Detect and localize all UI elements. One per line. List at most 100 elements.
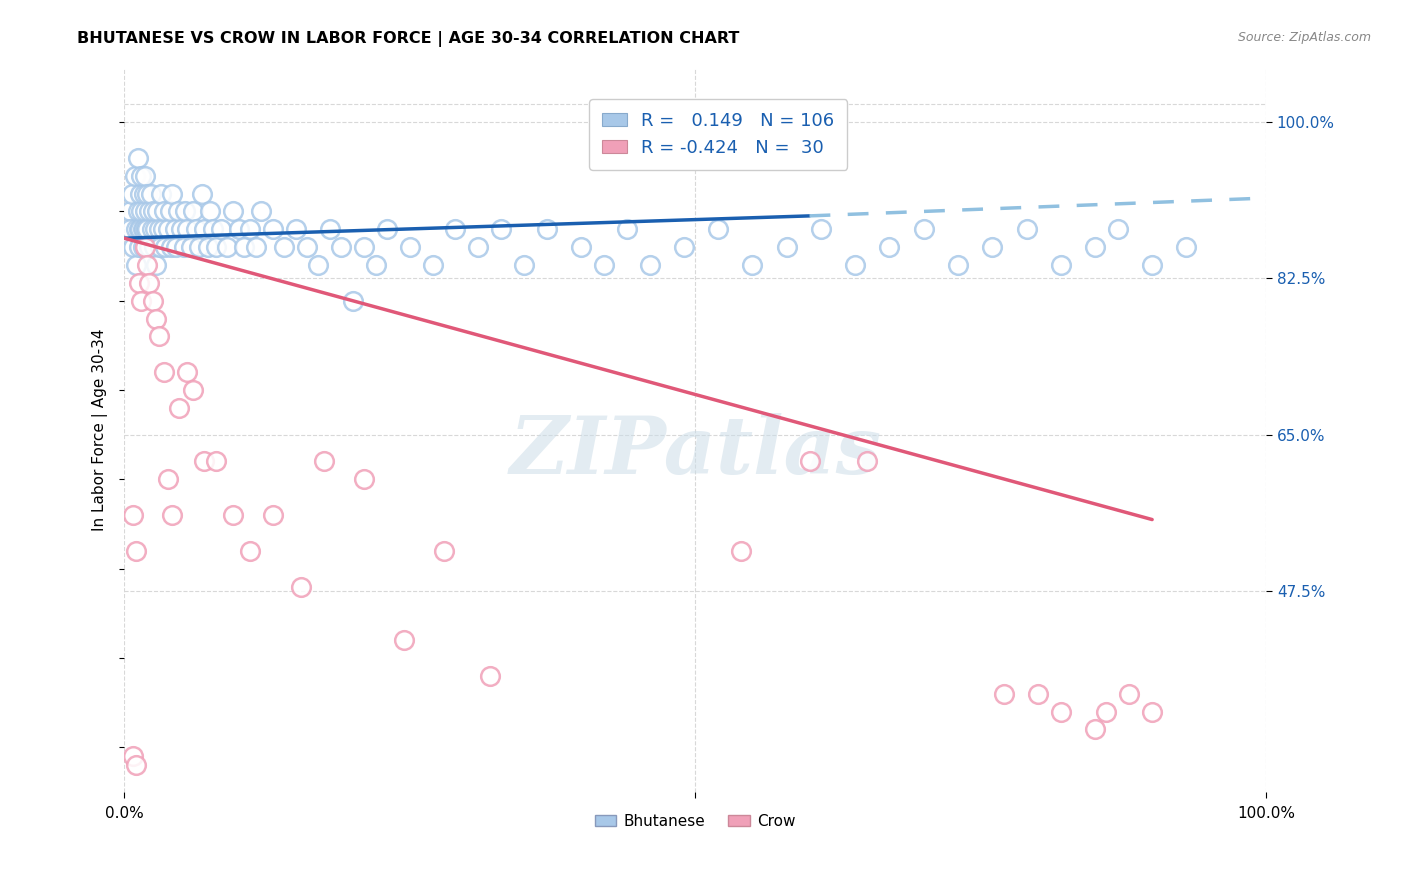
- Point: [1175, 240, 1198, 254]
- Point: [295, 240, 318, 254]
- Point: [159, 204, 181, 219]
- Point: [513, 258, 536, 272]
- Point: [136, 258, 159, 272]
- Point: [153, 204, 176, 219]
- Point: [187, 240, 209, 254]
- Point: [134, 240, 156, 254]
- Point: [855, 454, 877, 468]
- Point: [145, 311, 167, 326]
- Text: BHUTANESE VS CROW IN LABOR FORCE | AGE 30-34 CORRELATION CHART: BHUTANESE VS CROW IN LABOR FORCE | AGE 3…: [77, 31, 740, 47]
- Point: [262, 222, 284, 236]
- Point: [1026, 687, 1049, 701]
- Point: [1015, 222, 1038, 236]
- Point: [444, 222, 467, 236]
- Point: [128, 240, 150, 254]
- Point: [593, 258, 616, 272]
- Text: ZIPatlas: ZIPatlas: [509, 413, 882, 491]
- Point: [1140, 258, 1163, 272]
- Point: [129, 186, 152, 201]
- Point: [135, 222, 157, 236]
- Point: [307, 258, 329, 272]
- Point: [167, 204, 190, 219]
- Point: [156, 222, 179, 236]
- Point: [222, 508, 245, 522]
- Point: [233, 240, 256, 254]
- Point: [198, 204, 221, 219]
- Point: [146, 204, 169, 219]
- Point: [136, 222, 159, 236]
- Point: [153, 365, 176, 379]
- Point: [191, 186, 214, 201]
- Point: [125, 222, 148, 236]
- Point: [149, 240, 172, 254]
- Point: [616, 222, 638, 236]
- Point: [204, 454, 226, 468]
- Point: [707, 222, 730, 236]
- Point: [879, 240, 901, 254]
- Point: [319, 222, 342, 236]
- Legend: Bhutanese, Crow: Bhutanese, Crow: [589, 808, 801, 835]
- Point: [353, 472, 375, 486]
- Point: [122, 749, 145, 764]
- Point: [799, 454, 821, 468]
- Point: [143, 240, 166, 254]
- Point: [284, 222, 307, 236]
- Point: [239, 544, 262, 558]
- Point: [993, 687, 1015, 701]
- Point: [197, 240, 219, 254]
- Point: [148, 222, 170, 236]
- Point: [342, 293, 364, 308]
- Point: [181, 383, 204, 397]
- Point: [810, 222, 832, 236]
- Point: [364, 258, 387, 272]
- Point: [1049, 705, 1071, 719]
- Point: [176, 365, 198, 379]
- Point: [124, 169, 146, 183]
- Point: [204, 240, 226, 254]
- Point: [262, 508, 284, 522]
- Point: [776, 240, 799, 254]
- Point: [176, 222, 198, 236]
- Point: [202, 222, 225, 236]
- Point: [131, 169, 153, 183]
- Point: [672, 240, 695, 254]
- Point: [162, 508, 184, 522]
- Point: [1118, 687, 1140, 701]
- Point: [152, 222, 174, 236]
- Point: [173, 240, 195, 254]
- Point: [167, 401, 190, 415]
- Text: Source: ZipAtlas.com: Source: ZipAtlas.com: [1237, 31, 1371, 45]
- Point: [422, 258, 444, 272]
- Point: [536, 222, 558, 236]
- Point: [129, 222, 152, 236]
- Point: [122, 508, 145, 522]
- Point: [131, 240, 153, 254]
- Point: [489, 222, 512, 236]
- Point: [1107, 222, 1129, 236]
- Point: [122, 240, 145, 254]
- Point: [118, 222, 141, 236]
- Point: [132, 222, 155, 236]
- Point: [180, 240, 202, 254]
- Point: [912, 222, 935, 236]
- Point: [162, 186, 184, 201]
- Point: [392, 633, 415, 648]
- Point: [127, 204, 149, 219]
- Point: [138, 204, 160, 219]
- Point: [141, 222, 163, 236]
- Point: [209, 222, 232, 236]
- Point: [143, 222, 166, 236]
- Point: [273, 240, 295, 254]
- Point: [730, 544, 752, 558]
- Point: [148, 329, 170, 343]
- Point: [128, 276, 150, 290]
- Point: [250, 204, 273, 219]
- Point: [118, 204, 141, 219]
- Point: [330, 240, 353, 254]
- Point: [156, 472, 179, 486]
- Point: [217, 240, 239, 254]
- Point: [131, 293, 153, 308]
- Y-axis label: In Labor Force | Age 30-34: In Labor Force | Age 30-34: [93, 329, 108, 532]
- Point: [193, 454, 215, 468]
- Point: [170, 222, 193, 236]
